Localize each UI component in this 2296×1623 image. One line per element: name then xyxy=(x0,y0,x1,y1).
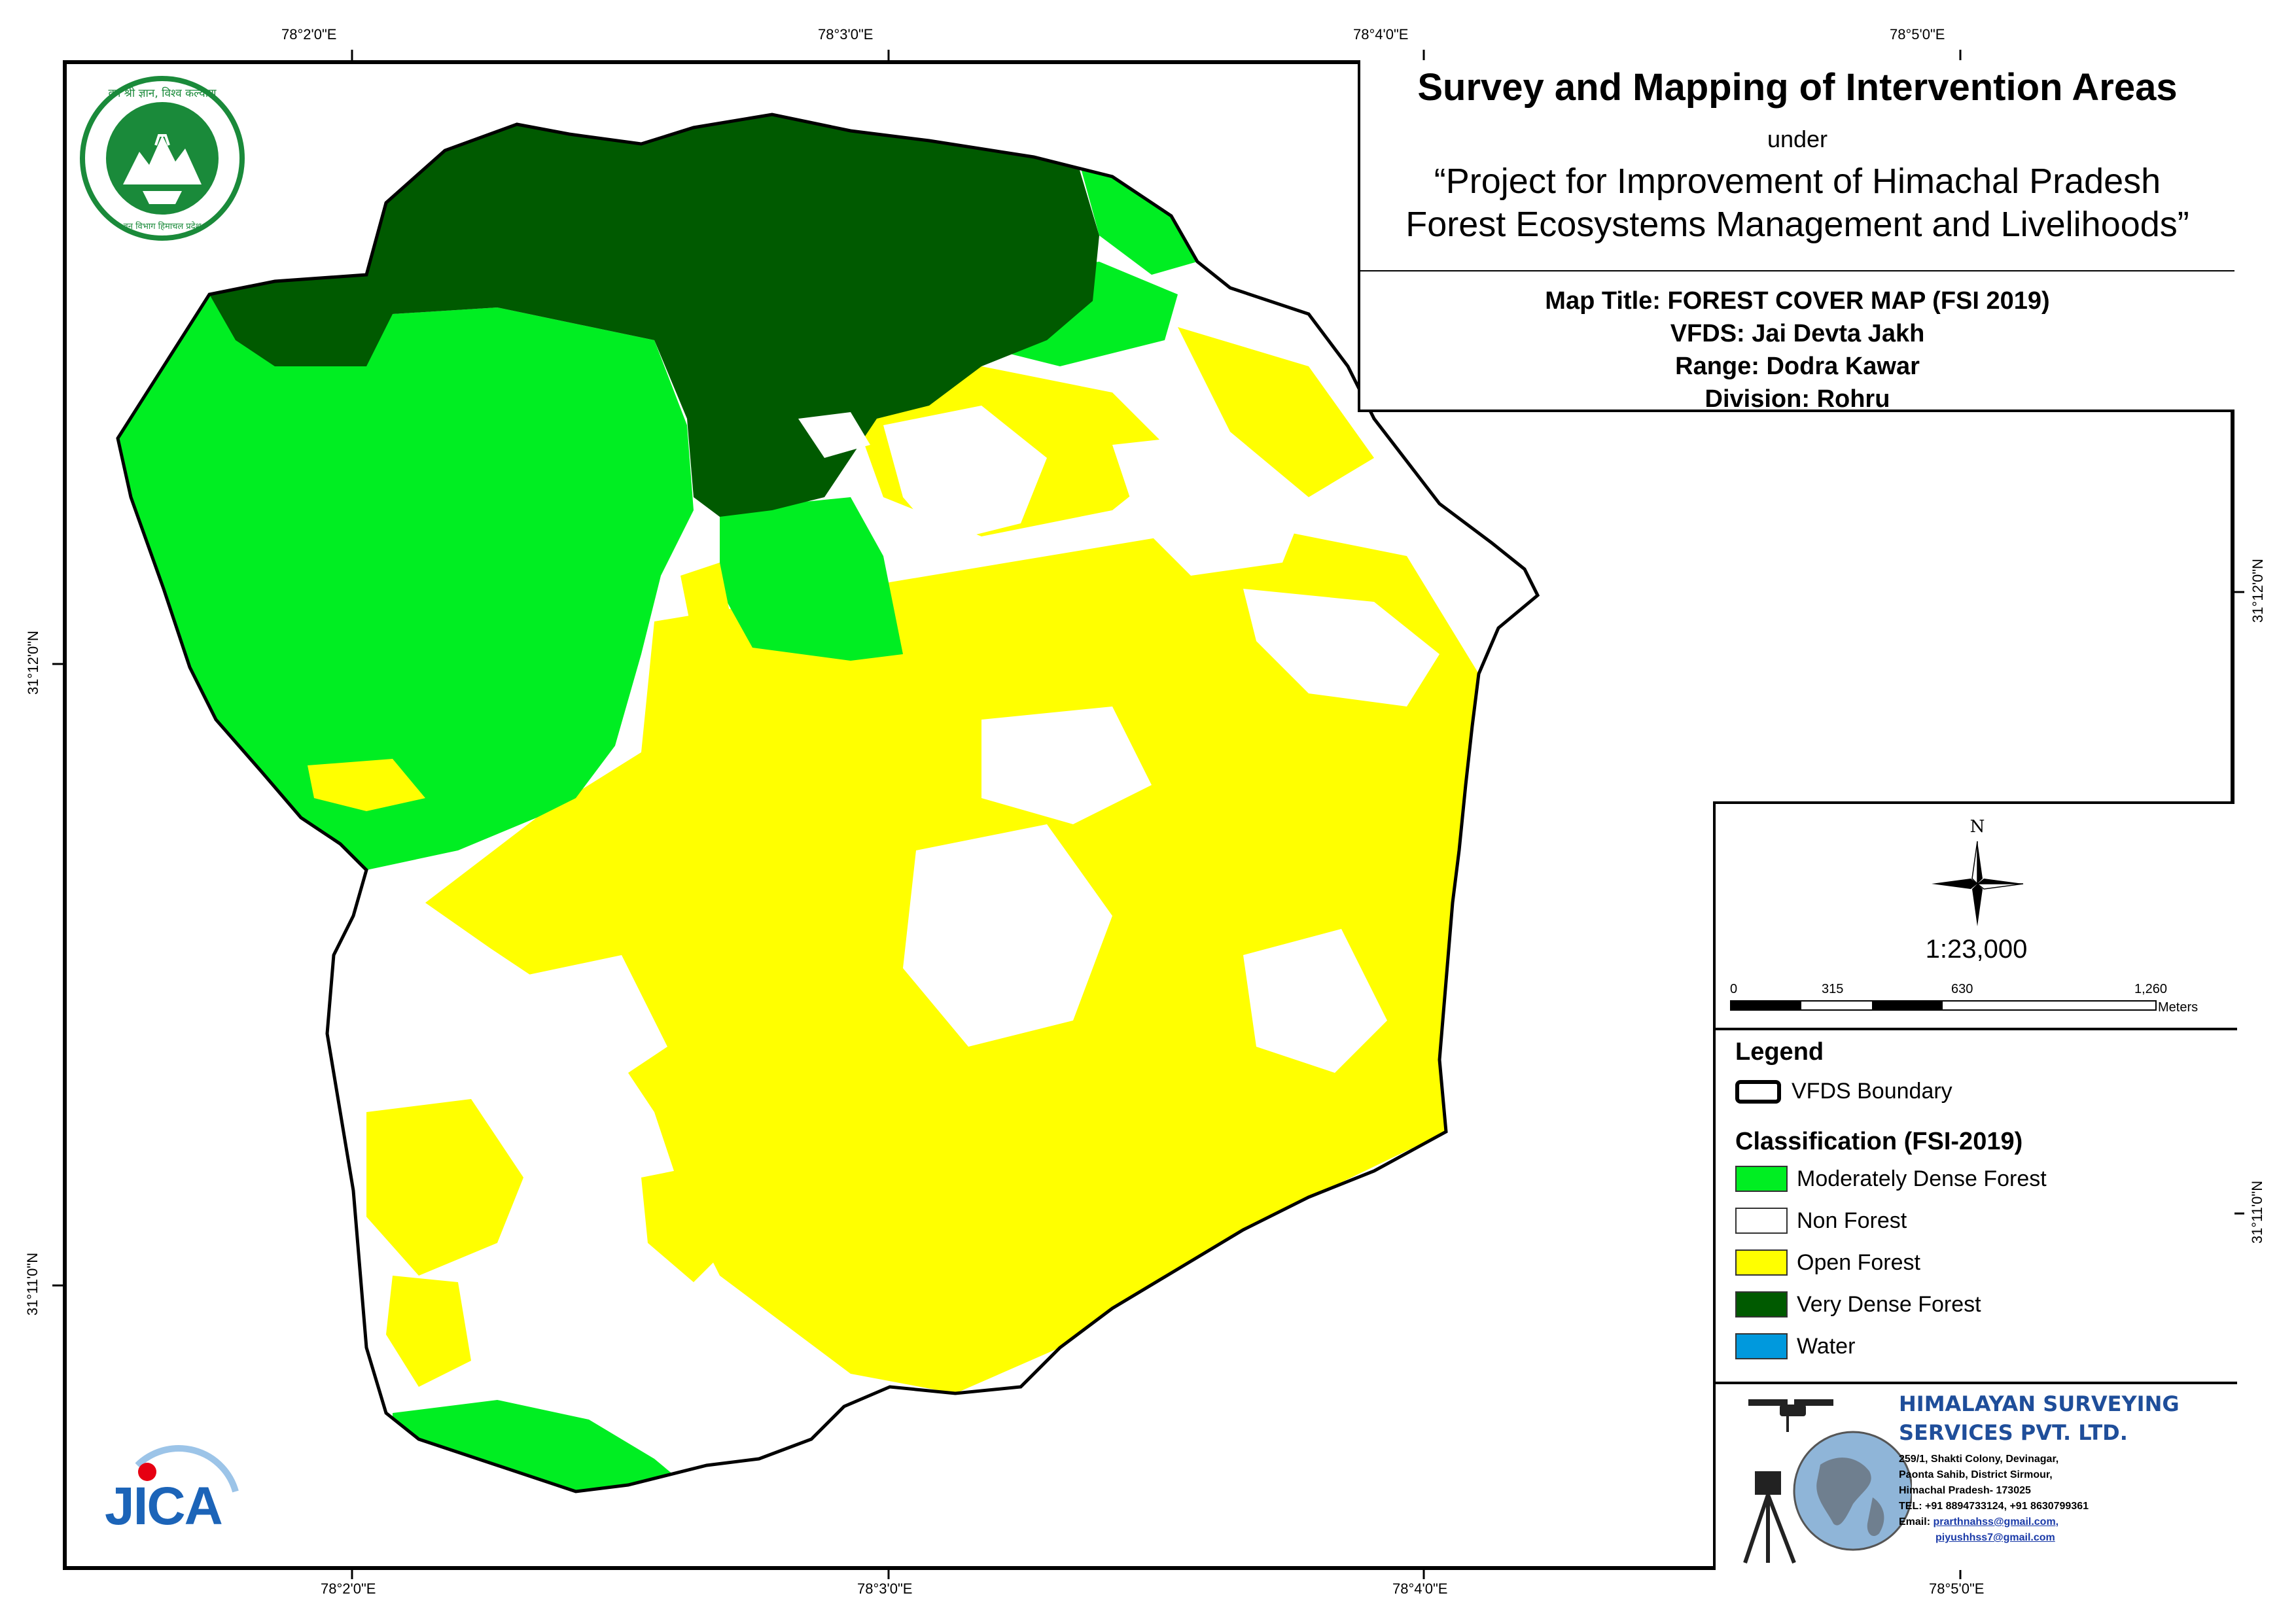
swatch-non-forest xyxy=(1735,1208,1788,1234)
graticule-bottom-4: 78°5'0"E xyxy=(1929,1580,1985,1597)
scale-tick-630: 630 xyxy=(1951,982,1973,996)
company-separator xyxy=(1716,1382,2237,1384)
title-under: under xyxy=(1767,126,1828,152)
project-title: “Project for Improvement of Himachal Pra… xyxy=(1360,160,2234,246)
company-name: HIMALAYAN SURVEYING SERVICES PVT. LTD. xyxy=(1899,1389,2180,1447)
address-line-1: 259/1, Shakti Colony, Devinagar, xyxy=(1899,1454,2059,1465)
graticule-bottom-3: 78°4'0"E xyxy=(1392,1580,1448,1597)
company-name-line-2: SERVICES PVT. LTD. xyxy=(1899,1420,2128,1445)
title-box: Survey and Mapping of Intervention Areas… xyxy=(1358,60,2234,273)
legend-boundary-row: VFDS Boundary xyxy=(1735,1079,1952,1104)
surveyor-logo-icon xyxy=(1743,1399,1912,1564)
project-title-line-1: “Project for Improvement of Himachal Pra… xyxy=(1434,162,2161,201)
legend-label: Open Forest xyxy=(1797,1249,1920,1275)
legend-panel: N 1:23,000 0 315 630 1,260 Meters Legend… xyxy=(1713,801,2237,1570)
boundary-swatch xyxy=(1735,1079,1781,1104)
email-row-2: piyushhss7@gmail.com xyxy=(1899,1530,2089,1546)
email-link-2[interactable]: piyushhss7@gmail.com xyxy=(1935,1532,2055,1543)
emblem-text-top: वन श्री ज्ञान, विश्व कल्याण xyxy=(108,87,217,100)
scale-ratio: 1:23,000 xyxy=(1925,935,2028,964)
swatch-moderately-dense xyxy=(1735,1166,1788,1192)
classification-title: Classification (FSI-2019) xyxy=(1735,1128,2023,1155)
legend-separator xyxy=(1716,1028,2237,1030)
division-name: Division: Rohru xyxy=(1704,385,1890,413)
legend-label: Water xyxy=(1797,1333,1856,1359)
north-label: N xyxy=(1969,817,1985,837)
swatch-water xyxy=(1735,1333,1788,1359)
main-title: Survey and Mapping of Intervention Areas xyxy=(1417,66,2178,109)
graticule-bottom-1: 78°2'0"E xyxy=(321,1580,376,1597)
legend-label: Moderately Dense Forest xyxy=(1797,1166,2047,1191)
forest-dept-emblem: वन श्री ज्ञान, विश्व कल्याण वन विभाग हिम… xyxy=(77,73,247,243)
scale-tick-1260: 1,260 xyxy=(2134,982,2168,996)
graticule-bottom-2: 78°3'0"E xyxy=(857,1580,913,1597)
company-name-line-1: HIMALAYAN SURVEYING xyxy=(1899,1391,2180,1416)
emblem-text-bottom: वन विभाग हिमाचल प्रदेश xyxy=(123,222,202,232)
compass-rose-icon xyxy=(1932,841,2024,926)
legend-label: Non Forest xyxy=(1797,1208,1907,1233)
range-name: Range: Dodra Kawar xyxy=(1675,353,1920,380)
legend-item-open-forest: Open Forest xyxy=(1735,1249,1920,1276)
email-row: Email: prarthnahss@gmail.com, xyxy=(1899,1514,2089,1530)
legend-item-moderately-dense: Moderately Dense Forest xyxy=(1735,1166,2047,1192)
graticule-top-2: 78°3'0"E xyxy=(818,26,874,43)
legend-item-non-forest: Non Forest xyxy=(1735,1208,1907,1234)
scale-tick-0: 0 xyxy=(1730,982,1738,996)
swatch-very-dense xyxy=(1735,1291,1788,1318)
email-label: Email: xyxy=(1899,1516,1931,1527)
address-line-3: Himachal Pradesh- 173025 xyxy=(1899,1485,2031,1496)
map-title: Map Title: FOREST COVER MAP (FSI 2019) xyxy=(1545,287,2050,315)
address-line-2: Paonta Sahib, District Sirmour, xyxy=(1899,1469,2053,1480)
scale-unit: Meters xyxy=(2158,1000,2199,1015)
boundary-label: VFDS Boundary xyxy=(1792,1079,1952,1104)
map-info-box: Map Title: FOREST COVER MAP (FSI 2019) V… xyxy=(1358,271,2234,413)
graticule-top-4: 78°5'0"E xyxy=(1890,26,1945,43)
vfds-name: VFDS: Jai Devta Jakh xyxy=(1670,320,1925,347)
phone-line: TEL: +91 8894733124, +91 8630799361 xyxy=(1899,1501,2089,1512)
graticule-top-3: 78°4'0"E xyxy=(1353,26,1409,43)
swatch-open-forest xyxy=(1735,1249,1788,1276)
scale-tick-315: 315 xyxy=(1822,982,1844,996)
scale-bar xyxy=(1730,1000,2157,1011)
legend-item-very-dense: Very Dense Forest xyxy=(1735,1291,1981,1318)
vfds-boundary-line xyxy=(116,113,1540,1493)
legend-item-water: Water xyxy=(1735,1333,1855,1359)
email-link-1[interactable]: prarthnahss@gmail.com, xyxy=(1933,1516,2059,1527)
svg-text:JICA: JICA xyxy=(105,1476,222,1536)
jica-logo: JICA xyxy=(98,1426,249,1544)
legend-label: Very Dense Forest xyxy=(1797,1291,1981,1317)
graticule-top-1: 78°2'0"E xyxy=(281,26,337,43)
legend-title: Legend xyxy=(1735,1038,1824,1066)
project-title-line-2: Forest Ecosystems Management and Livelih… xyxy=(1405,205,2189,244)
company-address: 259/1, Shakti Colony, Devinagar, Paonta … xyxy=(1899,1452,2089,1546)
